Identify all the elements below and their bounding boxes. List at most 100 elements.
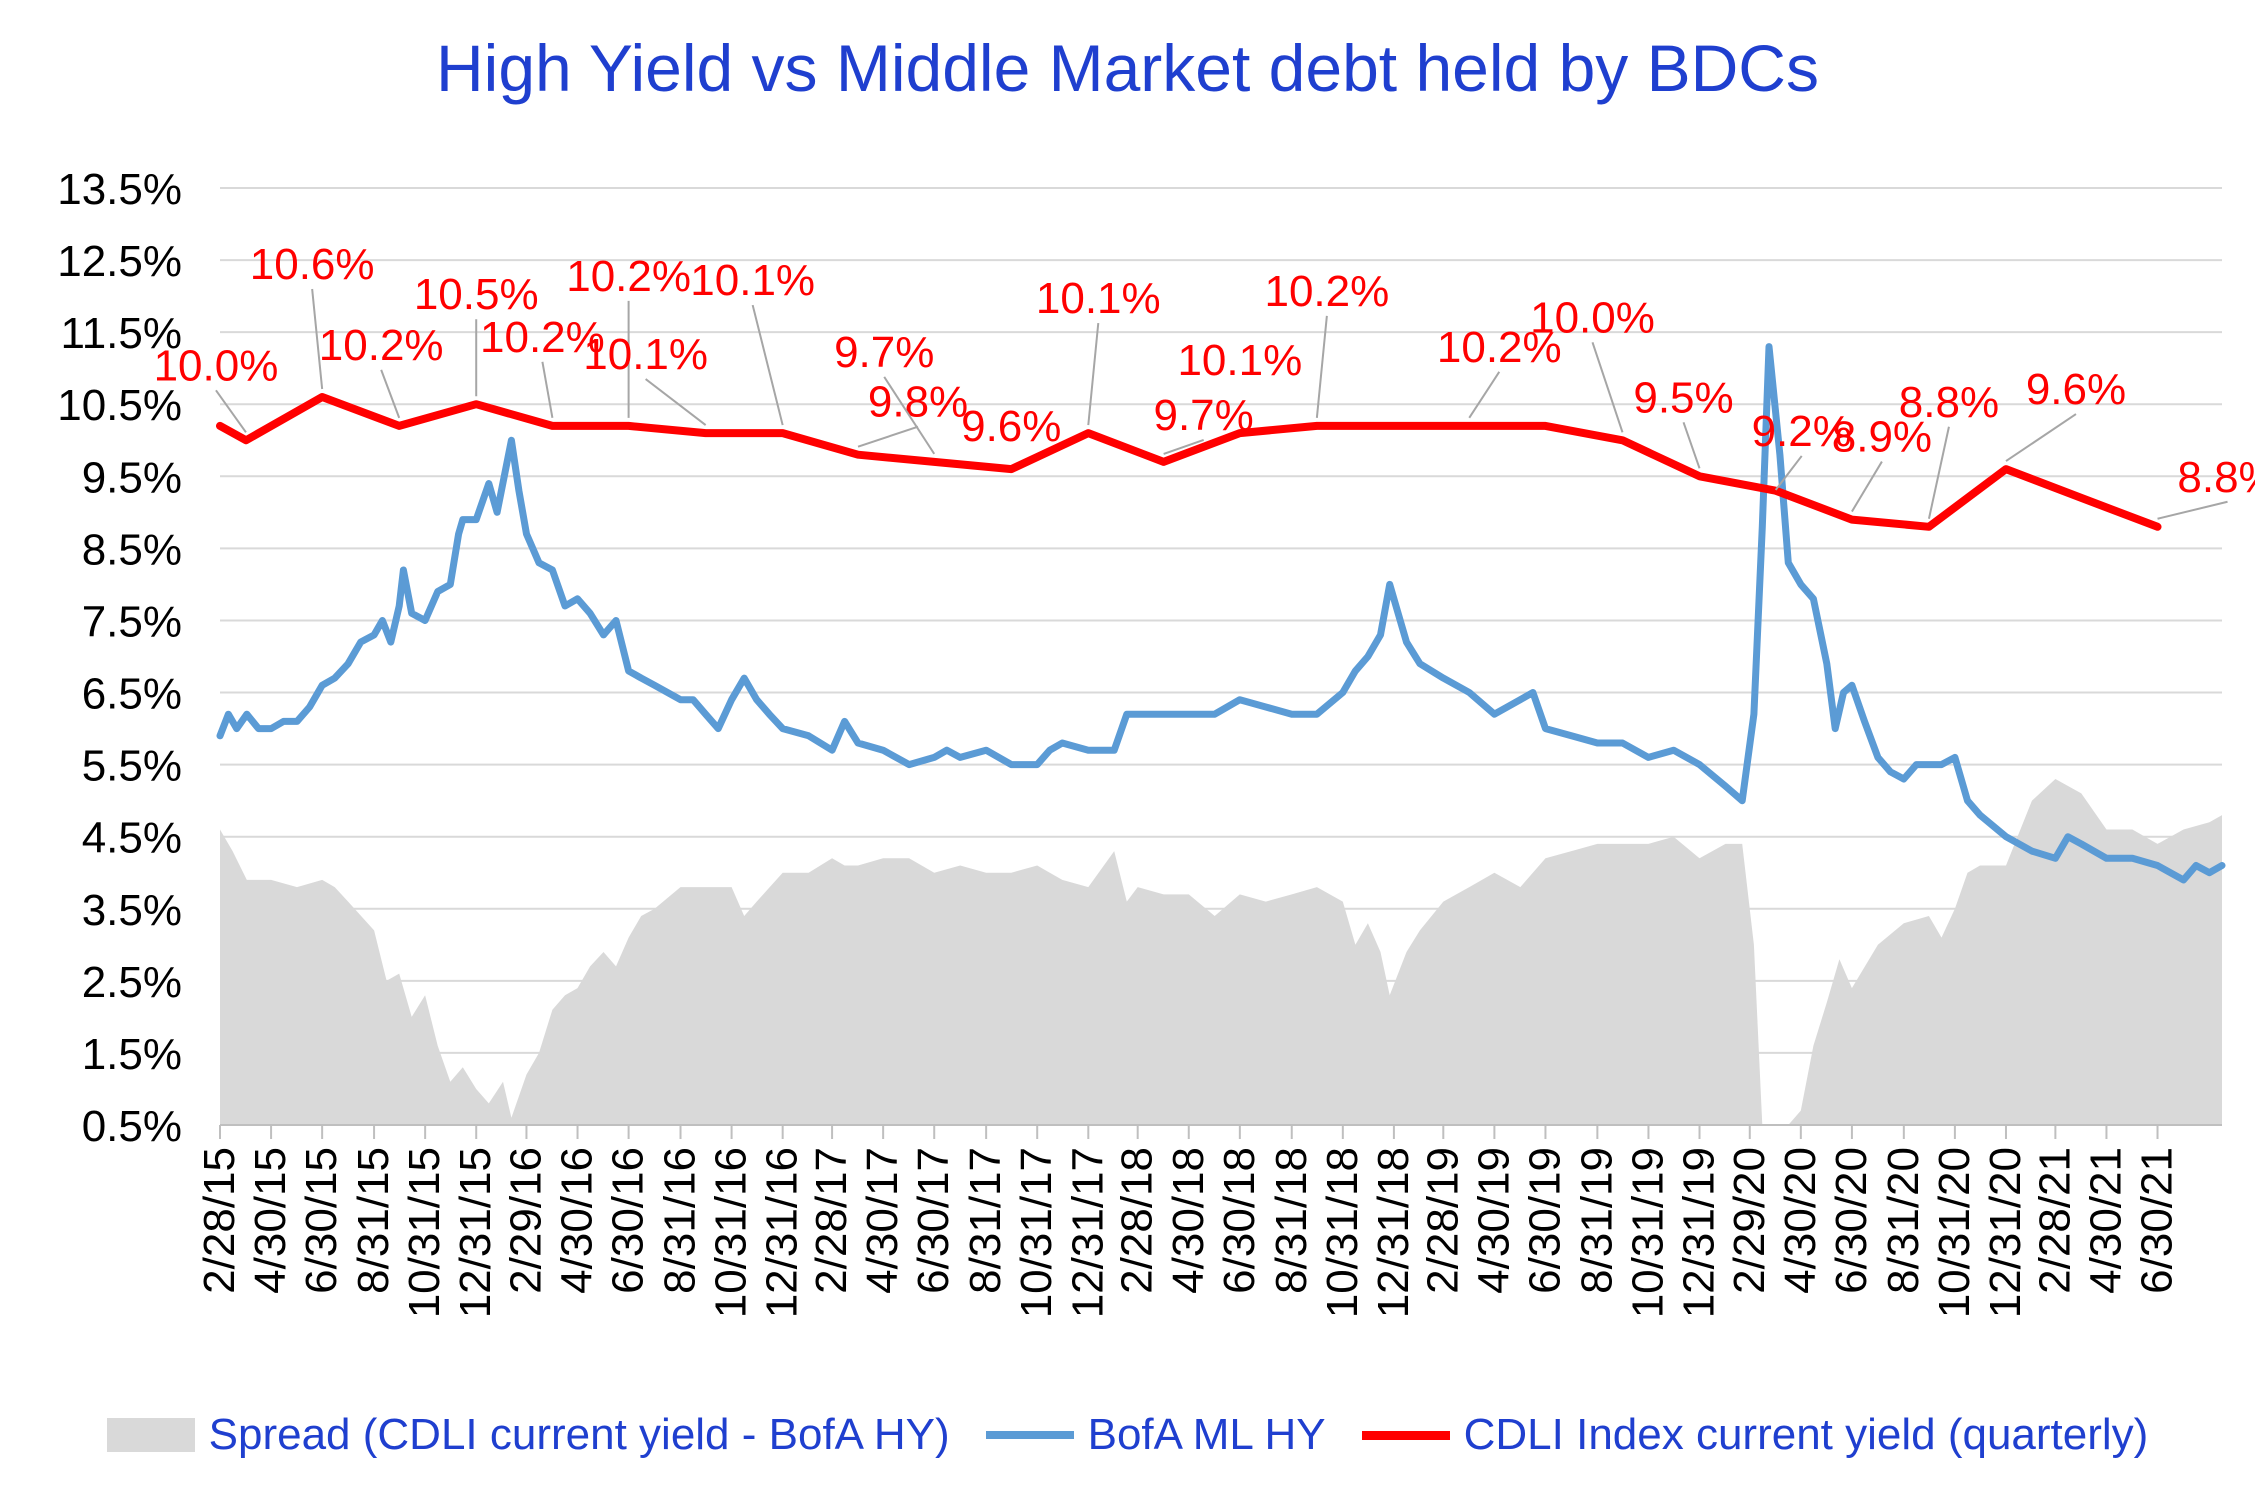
- cdli-data-label: 10.1%: [583, 330, 708, 379]
- data-label-leader: [645, 378, 707, 426]
- x-tick-label: 6/30/16: [604, 1147, 653, 1294]
- y-tick-label: 10.5%: [57, 381, 182, 430]
- data-labels: 10.0%10.6%10.2%10.5%10.2%10.2%10.1%10.1%…: [154, 240, 2255, 520]
- data-label-leader: [1774, 455, 1803, 491]
- x-tick-label: 12/31/19: [1675, 1147, 1724, 1318]
- data-label-leader: [1163, 438, 1204, 455]
- cdli-data-label: 10.2%: [319, 321, 444, 370]
- chart-title: High Yield vs Middle Market debt held by…: [436, 31, 1819, 105]
- x-tick-label: 12/31/16: [758, 1147, 807, 1318]
- cdli-line: [216, 393, 2162, 531]
- x-tick-label: 4/30/19: [1469, 1147, 1518, 1294]
- x-tick-label: 8/31/15: [349, 1147, 398, 1294]
- x-tick-label: 8/31/18: [1267, 1147, 1316, 1294]
- data-label-leader: [380, 369, 401, 419]
- data-label-leader: [1087, 322, 1100, 426]
- x-tick-label: 4/30/21: [2081, 1147, 2130, 1294]
- y-tick-label: 12.5%: [57, 237, 182, 286]
- data-label-leader: [2157, 500, 2228, 520]
- legend-item-cdli: CDLI Index current yield (quarterly): [1361, 1410, 2149, 1460]
- x-tick-label: 6/30/20: [1827, 1147, 1876, 1294]
- y-tick-label: 9.5%: [82, 453, 182, 502]
- cdli-data-label: 10.2%: [1437, 323, 1562, 372]
- cdli-data-label: 8.8%: [1899, 378, 1999, 427]
- y-tick-label: 5.5%: [82, 742, 182, 791]
- cdli-data-label: 9.6%: [2026, 365, 2126, 414]
- cdli-data-label: 9.8%: [868, 378, 968, 427]
- data-label-leader: [751, 304, 784, 426]
- legend-label-spread: Spread (CDLI current yield - BofA HY): [208, 1410, 950, 1459]
- x-tick-label: 8/31/19: [1572, 1147, 1621, 1294]
- legend-item-bofa: BofA ML HY: [985, 1410, 1326, 1460]
- y-tick-label: 2.5%: [82, 958, 182, 1007]
- legend-swatch-cdli: [1361, 1430, 1450, 1440]
- spread-area-layer: [220, 779, 2222, 1125]
- x-tick-label: 2/28/15: [195, 1147, 244, 1294]
- spread-area: [220, 779, 2222, 1125]
- data-label-leader: [1927, 426, 1950, 519]
- cdli-data-label: 9.7%: [834, 328, 934, 377]
- data-label-leader: [857, 425, 919, 448]
- cdli-data-label: 10.1%: [690, 256, 815, 305]
- x-tick-label: 6/30/18: [1215, 1147, 1264, 1294]
- x-tick-label: 10/31/15: [400, 1147, 449, 1318]
- x-tick-label: 4/30/15: [246, 1147, 295, 1294]
- y-tick-label: 0.5%: [82, 1102, 182, 1151]
- legend-swatch-bofa: [985, 1431, 1074, 1439]
- x-tick-label: 4/30/18: [1164, 1147, 1213, 1294]
- legend: Spread (CDLI current yield - BofA HY) Bo…: [0, 1405, 2255, 1465]
- y-tick-label: 3.5%: [82, 886, 182, 935]
- y-tick-label: 1.5%: [82, 1030, 182, 1079]
- series-lines: [216, 343, 2226, 884]
- data-label-leader: [311, 288, 324, 390]
- data-label-leader: [215, 389, 247, 433]
- data-label-leader: [883, 376, 936, 455]
- legend-label-bofa: BofA ML HY: [1087, 1410, 1326, 1459]
- cdli-data-label: 10.2%: [566, 252, 691, 301]
- data-label-leader: [1851, 461, 1883, 513]
- cdli-data-label: 10.6%: [250, 240, 375, 289]
- y-tick-label: 7.5%: [82, 597, 182, 646]
- data-label-leader: [2005, 413, 2077, 462]
- x-tick-label: 12/31/17: [1063, 1147, 1112, 1318]
- y-tick-label: 8.5%: [82, 525, 182, 574]
- data-label-leader: [1591, 341, 1624, 433]
- legend-item-spread: Spread (CDLI current yield - BofA HY): [106, 1410, 950, 1460]
- x-tick-label: 4/30/17: [858, 1147, 907, 1294]
- y-tick-label: 11.5%: [61, 309, 183, 358]
- x-tick-label: 6/30/21: [2133, 1147, 2182, 1294]
- x-tick-label: 2/28/19: [1418, 1147, 1467, 1294]
- cdli-data-label: 8.9%: [1832, 413, 1932, 462]
- cdli-data-label: 10.1%: [1036, 274, 1161, 323]
- x-tick-label: 4/30/16: [553, 1147, 602, 1294]
- cdli-data-label: 9.5%: [1633, 373, 1733, 422]
- x-tick-label: 10/31/16: [707, 1147, 756, 1318]
- x-tick-label: 2/29/20: [1725, 1147, 1774, 1294]
- cdli-data-label: 9.2%: [1752, 407, 1852, 456]
- cdli-data-label: 9.6%: [961, 402, 1061, 451]
- x-tick-label: 2/29/16: [501, 1147, 550, 1294]
- cdli-data-label: 10.2%: [1264, 267, 1389, 316]
- cdli-data-label: 10.0%: [1530, 293, 1655, 342]
- x-tick-label: 2/28/17: [807, 1147, 856, 1294]
- legend-label-cdli: CDLI Index current yield (quarterly): [1463, 1410, 2149, 1459]
- cdli-data-label: 8.8%: [2177, 453, 2255, 502]
- x-tick-label: 8/31/16: [656, 1147, 705, 1294]
- cdli-data-label: 10.5%: [414, 270, 539, 319]
- y-axis: 13.5% 12.5% 11.5% 10.5% 9.5% 8.5% 7.5% 6.5% 5.5%…: [57, 165, 182, 1151]
- x-tick-label: 12/31/18: [1369, 1147, 1418, 1318]
- x-tick-label: 4/30/20: [1776, 1147, 1825, 1294]
- x-tick-label: 10/31/17: [1012, 1147, 1061, 1318]
- x-tick-label: 6/30/17: [909, 1147, 958, 1294]
- data-label-leader: [1468, 371, 1501, 419]
- x-tick-label: 2/28/21: [2030, 1147, 2079, 1294]
- cdli-data-label: 10.1%: [1177, 336, 1302, 385]
- x-tick-label: 12/31/20: [1981, 1147, 2030, 1318]
- cdli-data-label: 10.0%: [154, 341, 279, 390]
- y-tick-label: 6.5%: [82, 670, 182, 719]
- data-label-leader: [1682, 421, 1701, 469]
- x-tick-label: 10/31/19: [1623, 1147, 1672, 1318]
- y-tick-label: 4.5%: [82, 814, 182, 863]
- x-tick-label: 8/31/17: [961, 1147, 1010, 1294]
